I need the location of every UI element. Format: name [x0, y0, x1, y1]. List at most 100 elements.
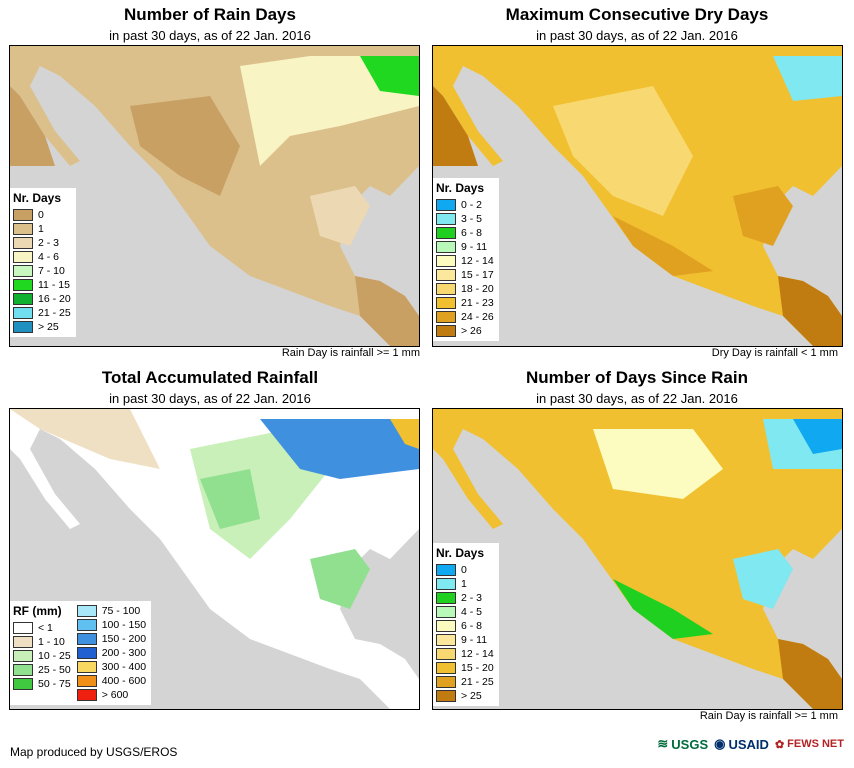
legend-item: 6 - 8: [436, 226, 494, 240]
legend-swatch: [76, 689, 97, 701]
map-total-rainfall: [9, 408, 420, 710]
legend-item: 6 - 8: [436, 619, 494, 633]
legend-swatch: [436, 199, 456, 211]
legend-label: 21 - 25: [38, 307, 71, 319]
legend-swatch: [76, 605, 97, 617]
fews-net-icon: ✿: [774, 738, 785, 751]
legend-swatch: [436, 213, 456, 225]
legend-label: 0: [38, 209, 44, 221]
legend-item: 10 - 25: [13, 649, 71, 663]
legend-item: 0: [436, 563, 494, 577]
panel-title: Maximum Consecutive Dry Days: [505, 5, 769, 24]
legend-item: 3 - 5: [436, 212, 494, 226]
legend-label: 400 - 600: [101, 675, 147, 687]
legend-item: < 1: [13, 621, 71, 635]
legend-item: 300 - 400: [76, 660, 147, 674]
panel-rain-days: Number of Rain Days in past 30 days, as …: [0, 0, 420, 370]
map-rain-days: [9, 45, 420, 347]
legend-label: 150 - 200: [101, 633, 147, 645]
legend-rows: 0 1 2 - 3 4 - 5 6 - 8 9 - 11 12 - 14 15 - 20 21 …: [436, 563, 494, 703]
legend-days-since-rain: Nr. Days 0 1 2 - 3 4 - 5 6 - 8 9 - 11 12 - 14 1…: [433, 543, 499, 706]
legend-title: Nr. Days: [436, 546, 485, 560]
legend-columns: < 1 1 - 10 10 - 25 25 - 50 50 - 75 75 - 100 1…: [13, 605, 147, 702]
fews-net-logo: ✿ FEWS NET: [774, 738, 844, 751]
legend-swatch: [76, 647, 97, 659]
legend-label: 1 - 10: [38, 636, 65, 648]
legend-label: 12 - 14: [461, 648, 494, 660]
legend-item: 9 - 11: [436, 240, 494, 254]
panel-max-dry-days: Maximum Consecutive Dry Days in past 30 …: [427, 0, 847, 370]
legend-swatch: [76, 633, 97, 645]
logo-strip: ≋ USGS ◉ USAID ✿ FEWS NET: [657, 736, 844, 752]
panel-total-rainfall: Total Accumulated Rainfall in past 30 da…: [0, 363, 420, 733]
legend-swatch: [436, 690, 456, 702]
legend-swatch: [436, 564, 456, 576]
legend-item: 75 - 100: [76, 604, 146, 618]
usaid-seal-icon: ◉: [714, 736, 726, 751]
legend-swatch: [13, 209, 33, 221]
legend-swatch: [13, 636, 33, 648]
legend-swatch: [436, 676, 456, 688]
legend-label: 6 - 8: [461, 620, 483, 632]
legend-swatch: [436, 227, 456, 239]
legend-item: 21 - 25: [13, 306, 71, 320]
legend-swatch: [13, 251, 33, 263]
legend-item: 16 - 20: [13, 292, 71, 306]
legend-swatch: [76, 675, 97, 687]
legend-label: > 26: [461, 325, 482, 337]
legend-swatch: [13, 265, 33, 277]
legend-item: > 25: [436, 689, 494, 703]
legend-label: 6 - 8: [461, 227, 483, 239]
legend-label: 7 - 10: [38, 265, 65, 277]
legend-swatch: [436, 297, 456, 309]
legend-label: 1: [461, 578, 467, 590]
legend-swatch: [13, 293, 33, 305]
legend-label: 24 - 26: [461, 311, 494, 323]
legend-item: 7 - 10: [13, 264, 71, 278]
legend-label: 12 - 14: [461, 255, 494, 267]
legend-label: 2 - 3: [38, 237, 60, 249]
legend-swatch: [436, 255, 456, 267]
legend-label: > 600: [101, 689, 129, 701]
legend-swatch: [13, 279, 33, 291]
panel-subtitle: in past 30 days, as of 22 Jan. 2016: [109, 391, 311, 406]
legend-item: 25 - 50: [13, 663, 71, 677]
legend-item: 24 - 26: [436, 310, 494, 324]
legend-item: 2 - 3: [436, 591, 494, 605]
legend-swatch: [13, 664, 33, 676]
map-svg: [10, 46, 419, 346]
legend-item: 15 - 20: [436, 661, 494, 675]
panel-subtitle: in past 30 days, as of 22 Jan. 2016: [536, 28, 738, 43]
legend-item: 21 - 25: [436, 675, 494, 689]
legend-label: 75 - 100: [101, 605, 141, 617]
legend-label: 300 - 400: [101, 661, 147, 673]
legend-item: 150 - 200: [76, 632, 147, 646]
land-mass: [433, 409, 842, 709]
legend-label: > 25: [38, 321, 59, 333]
legend-total-rainfall: RF (mm) < 1 1 - 10 10 - 25 25 - 50 50 - 75 7…: [10, 601, 152, 705]
legend-item: 11 - 15: [13, 278, 71, 292]
legend-label: > 25: [461, 690, 482, 702]
map-days-since-rain: [432, 408, 843, 710]
legend-item: > 26: [436, 324, 494, 338]
panel-title: Number of Days Since Rain: [525, 368, 748, 387]
legend-item: 100 - 150: [76, 618, 146, 632]
legend-swatch: [436, 662, 456, 674]
legend-swatch: [13, 223, 33, 235]
legend-label: 15 - 20: [461, 662, 494, 674]
legend-item: 18 - 20: [436, 282, 494, 296]
usgs-icon: ≋: [657, 736, 669, 751]
legend-item: 0 - 2: [436, 198, 494, 212]
legend-swatch: [13, 307, 33, 319]
map-svg: [433, 409, 842, 709]
legend-label: < 1: [38, 622, 53, 634]
panel-title: Number of Rain Days: [124, 5, 296, 24]
legend-title: RF (mm): [13, 604, 62, 618]
legend-title: Nr. Days: [436, 181, 485, 195]
map-max-dry-days: [432, 45, 843, 347]
legend-item: 400 - 600: [76, 674, 147, 688]
legend-title: Nr. Days: [13, 191, 62, 205]
legend-item: 200 - 300: [76, 646, 146, 660]
legend-swatch: [76, 619, 97, 631]
legend-swatch: [13, 678, 33, 690]
